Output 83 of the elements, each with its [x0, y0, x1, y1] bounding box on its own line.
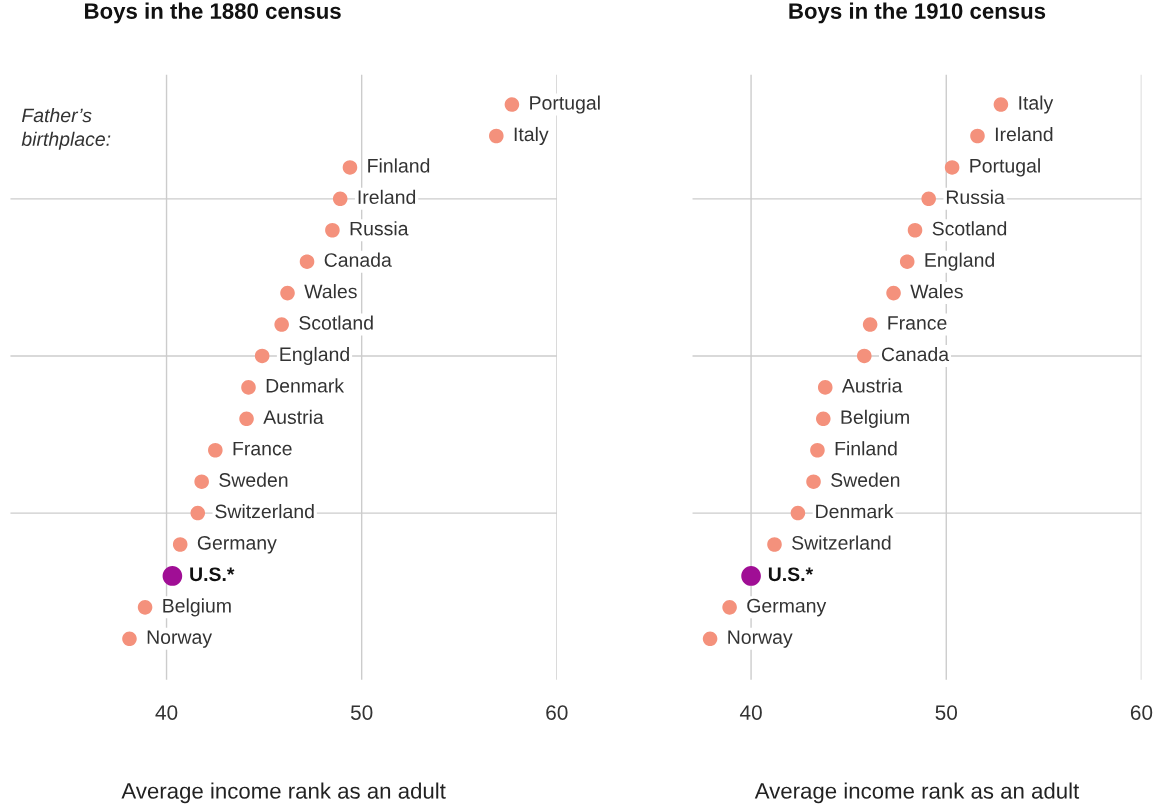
- point: [122, 631, 137, 647]
- category-label: Denmark: [816, 504, 894, 519]
- point: [899, 254, 915, 269]
- point: [208, 442, 223, 458]
- category-label: Germany: [747, 598, 827, 617]
- x-axis-title: Average income rank as an adult: [121, 782, 446, 804]
- category-label: U.S.*: [768, 567, 814, 582]
- point: [489, 128, 504, 144]
- category-label: Denmark: [266, 378, 345, 393]
- category-label: Finland: [835, 441, 897, 456]
- category-label: Switzerland: [215, 504, 314, 519]
- category-label: Switzerland: [792, 535, 891, 550]
- point: [325, 222, 340, 238]
- point: [280, 285, 295, 301]
- category-label: Germany: [197, 535, 277, 554]
- chart-title: Boys in the 1880 census: [85, 2, 341, 24]
- x-tick-label: 60: [546, 705, 568, 720]
- category-label: France: [888, 316, 947, 330]
- category-label: Ireland: [358, 189, 416, 205]
- point: [810, 442, 825, 458]
- point: [194, 474, 209, 489]
- point: [241, 380, 256, 395]
- point: [857, 348, 872, 364]
- point: [907, 222, 923, 238]
- point: [702, 631, 718, 647]
- point: [172, 537, 188, 552]
- category-label: Russia: [350, 221, 409, 236]
- point: [190, 505, 206, 521]
- point: [993, 97, 1009, 112]
- category-label: Italy: [514, 126, 549, 146]
- category-label: Scotland: [299, 315, 373, 330]
- point: [817, 380, 833, 395]
- point: [342, 160, 358, 175]
- point: [816, 411, 831, 427]
- point: [767, 537, 782, 552]
- category-label: Wales: [910, 284, 963, 299]
- point: [790, 505, 806, 521]
- point: [274, 317, 289, 332]
- category-label: France: [233, 441, 292, 456]
- point: [741, 566, 761, 586]
- category-label: Portugal: [970, 158, 1040, 177]
- x-tick-label: 40: [739, 705, 762, 720]
- category-label: Italy: [1019, 95, 1054, 114]
- chart-title: Boys in the 1910 census: [789, 2, 1046, 24]
- category-label: Norway: [147, 630, 213, 648]
- point: [886, 285, 901, 301]
- point: [332, 191, 348, 207]
- category-label: Norway: [728, 630, 793, 648]
- point: [504, 97, 520, 112]
- point: [254, 348, 270, 364]
- category-label: Scotland: [932, 221, 1007, 236]
- x-tick-label: 40: [155, 705, 178, 720]
- category-label: U.S.*: [190, 567, 235, 582]
- annotation: Father’s birthplace:: [21, 107, 111, 150]
- category-label: Canada: [881, 346, 950, 362]
- category-label: Austria: [841, 378, 903, 393]
- point: [299, 254, 315, 269]
- x-tick-label: 50: [935, 705, 958, 720]
- x-tick-label: 50: [350, 705, 373, 720]
- category-label: Sweden: [219, 472, 288, 487]
- category-label: England: [925, 252, 994, 271]
- point: [970, 128, 985, 144]
- point: [162, 566, 183, 586]
- point: [239, 411, 254, 427]
- category-label: Finland: [368, 158, 430, 173]
- category-label: Austria: [263, 409, 324, 425]
- category-label: Russia: [946, 189, 1005, 205]
- point: [944, 160, 960, 175]
- category-label: Belgium: [163, 598, 231, 617]
- point: [862, 317, 878, 332]
- category-label: England: [280, 346, 349, 366]
- category-label: Sweden: [831, 472, 900, 487]
- point: [806, 474, 821, 489]
- x-axis-title: Average income rank as an adult: [754, 782, 1080, 804]
- category-label: Belgium: [841, 409, 909, 428]
- category-label: Wales: [304, 284, 357, 299]
- category-label: Canada: [324, 252, 392, 267]
- point: [722, 600, 737, 615]
- x-tick-label: 60: [1130, 705, 1153, 720]
- point: [137, 600, 153, 615]
- category-label: Portugal: [530, 95, 600, 114]
- category-label: Ireland: [995, 126, 1053, 142]
- point: [921, 191, 936, 207]
